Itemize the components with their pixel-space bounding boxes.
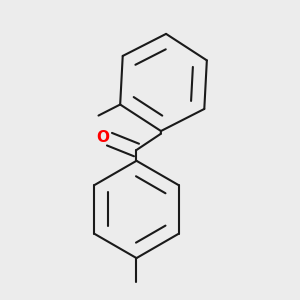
Text: O: O xyxy=(96,130,109,145)
